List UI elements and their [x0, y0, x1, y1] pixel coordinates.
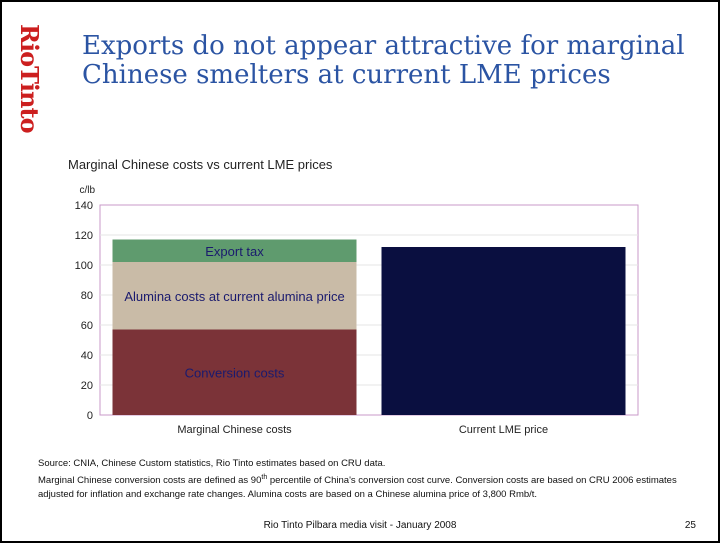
- source-line: Source: CNIA, Chinese Custom statistics,…: [38, 458, 386, 469]
- y-tick-label: 20: [81, 380, 93, 392]
- chart-title: Marginal Chinese costs vs current LME pr…: [68, 157, 333, 172]
- chart-svg: 0 20 40 60 80 100 120 140 c/lb Conversion costs Al…: [75, 185, 639, 436]
- bar-segment: [112, 262, 357, 330]
- bar-segment: [112, 329, 357, 415]
- methodology-note: Marginal Chinese conversion costs are de…: [38, 471, 698, 502]
- footer-text: Rio Tinto Pilbara media visit - January …: [263, 520, 457, 531]
- y-tick-label: 140: [75, 200, 93, 212]
- bar-segment: [381, 247, 626, 415]
- segment-label: Conversion costs: [185, 365, 285, 380]
- note-superscript: th: [261, 474, 268, 481]
- y-tick-label: 80: [81, 290, 93, 302]
- bar-segment: [112, 239, 357, 262]
- page-number: 25: [684, 520, 696, 531]
- y-tick-label: 0: [87, 410, 93, 422]
- slide-title: Exports do not appear attractive for mar…: [82, 31, 685, 90]
- y-tick-label: 40: [81, 350, 93, 362]
- note-text-end: percentile of China's conversion cost cu…: [38, 475, 677, 501]
- x-tick-label: Marginal Chinese costs: [177, 424, 292, 436]
- y-tick-label: 60: [81, 320, 93, 332]
- note-text-start: Marginal Chinese conversion costs are de…: [38, 475, 262, 487]
- segment-label: Alumina costs at current alumina price: [124, 289, 344, 304]
- y-tick-label: 100: [75, 260, 93, 272]
- segment-label: Export tax: [205, 244, 264, 259]
- source-notes: Source: CNIA, Chinese Custom statistics,…: [38, 457, 698, 502]
- y-tick-label: 120: [75, 230, 93, 242]
- y-axis-label: c/lb: [79, 185, 95, 196]
- x-tick-label: Current LME price: [459, 424, 548, 436]
